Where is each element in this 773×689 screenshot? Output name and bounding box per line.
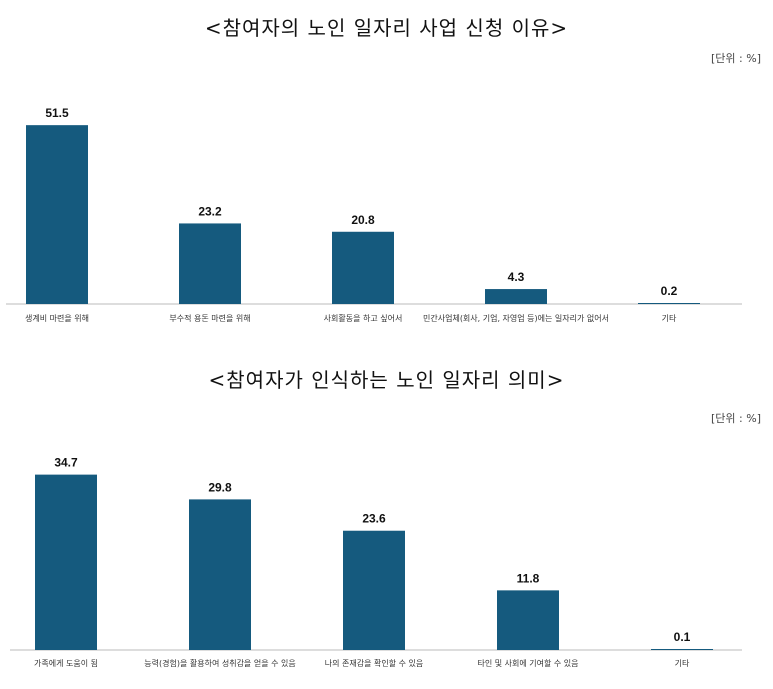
chart-1-plot: 51.5 생계비 마련을 위해 23.2 부수적 용돈 마련을 위해 20.8 사회활동을…: [6, 106, 742, 323]
chart-1-category-label-3: 사회활동을 하고 싶어서: [324, 313, 403, 323]
chart-1-unit-label: [단위 : %]: [711, 52, 761, 65]
chart-2-category-label-1: 가족에게 도움이 됨: [34, 658, 98, 668]
chart-2-value-label-4: 11.8: [517, 571, 540, 585]
chart-1-value-label-3: 20.8: [351, 213, 375, 227]
chart-2-bar-5: [651, 649, 713, 650]
chart-1-value-label-2: 23.2: [198, 204, 222, 218]
chart-2-value-label-5: 0.1: [674, 630, 691, 644]
chart-1-value-label-4: 4.3: [508, 270, 525, 284]
chart-1-category-label-5: 기타: [662, 314, 677, 323]
chart-1-bar-1: [26, 125, 88, 305]
chart-2-bar-3: [343, 530, 405, 650]
chart-1-bar-4: [485, 289, 547, 304]
chart-2-bar-2: [189, 499, 251, 650]
chart-2-category-label-5: 기타: [675, 659, 690, 668]
chart-1-value-label-5: 0.2: [661, 284, 678, 298]
chart-1-bar-3: [332, 231, 394, 304]
chart-2-value-label-3: 23.6: [362, 512, 386, 526]
chart-1-category-label-2: 부수적 용돈 마련을 위해: [169, 313, 250, 323]
chart-1-value-label-1: 51.5: [45, 106, 69, 120]
chart-2-category-label-4: 타인 및 사회에 기여할 수 있음: [477, 658, 578, 668]
chart-1-bar-2: [179, 223, 241, 304]
chart-2-bar-1: [35, 474, 97, 650]
chart-2-category-label-2: 능력(경험)을 활용하여 성취감을 얻을 수 있음: [144, 658, 295, 668]
chart-1-category-label-4: 민간사업체(회사, 기업, 자영업 등)에는 일자리가 없어서: [423, 313, 609, 323]
chart-2-value-label-1: 34.7: [54, 456, 78, 470]
chart-2-plot: 34.7 가족에게 도움이 됨 29.8 능력(경험)을 활용하여 성취감을 얻을 수…: [10, 456, 742, 668]
chart-1-bar-5: [638, 303, 700, 304]
chart-2-value-label-2: 29.8: [208, 480, 232, 494]
chart-2-category-label-3: 나의 존재감을 확인할 수 있음: [325, 658, 424, 668]
chart-2-unit-label: [단위 : %]: [711, 412, 761, 425]
chart-1-title: <참여자의 노인 일자리 사업 신청 이유>: [204, 16, 569, 40]
chart-1-category-label-1: 생계비 마련을 위해: [25, 313, 89, 323]
chart-2-title: <참여자가 인식하는 노인 일자리 의미>: [208, 368, 565, 392]
chart-2-bar-4: [497, 590, 559, 650]
